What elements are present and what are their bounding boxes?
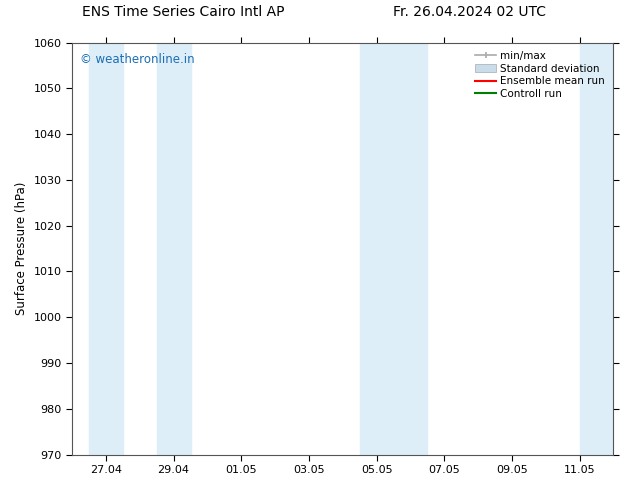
Bar <box>394 43 427 455</box>
Legend: min/max, Standard deviation, Ensemble mean run, Controll run: min/max, Standard deviation, Ensemble me… <box>472 48 608 102</box>
Bar <box>157 43 190 455</box>
Text: Fr. 26.04.2024 02 UTC: Fr. 26.04.2024 02 UTC <box>393 5 546 19</box>
Bar <box>89 43 123 455</box>
Bar <box>579 43 614 455</box>
Bar <box>359 43 394 455</box>
Text: © weatheronline.in: © weatheronline.in <box>81 53 195 66</box>
Y-axis label: Surface Pressure (hPa): Surface Pressure (hPa) <box>15 182 28 315</box>
Text: ENS Time Series Cairo Intl AP: ENS Time Series Cairo Intl AP <box>82 5 285 19</box>
